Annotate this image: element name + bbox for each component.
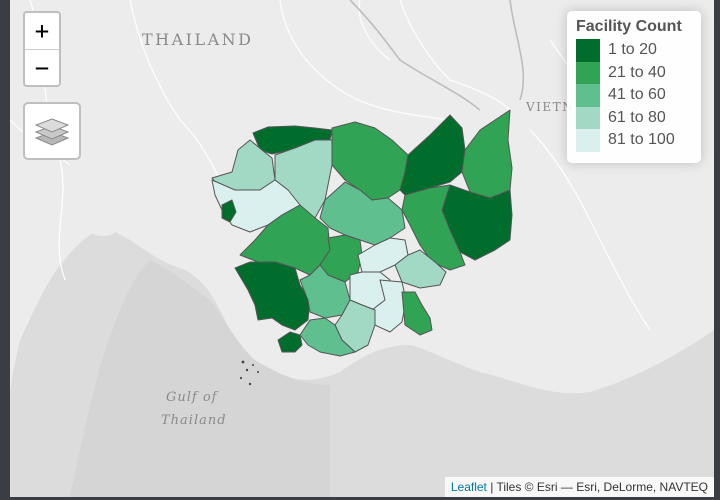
province-tbong-khmum[interactable]	[394, 249, 447, 289]
province-kep-sihanoukville[interactable]	[277, 331, 303, 353]
zoom-control: + −	[23, 11, 61, 87]
legend-item: 41 to 60	[576, 84, 692, 107]
legend-label: 61 to 80	[608, 108, 666, 126]
province-koh-kong[interactable]	[234, 261, 311, 331]
legend-item: 1 to 20	[576, 39, 692, 62]
province-ratanakiri[interactable]	[461, 109, 513, 199]
zoom-in-button[interactable]: +	[25, 13, 59, 50]
province-layer[interactable]	[211, 109, 513, 357]
basemap	[10, 0, 714, 497]
zoom-out-button[interactable]: −	[34, 54, 50, 82]
label-gulf-line1: Gulf of	[166, 390, 218, 405]
legend-item: 61 to 80	[576, 106, 692, 129]
label-gulf-line2: Thailand	[161, 413, 227, 428]
legend-swatch	[576, 39, 600, 62]
coastal-islands	[239, 360, 259, 386]
legend-label: 1 to 20	[608, 41, 657, 59]
legend-item: 21 to 40	[576, 61, 692, 84]
attribution: Leaflet | Tiles © Esri — Esri, DeLorme, …	[444, 477, 714, 497]
leaflet-link[interactable]: Leaflet	[450, 480, 487, 494]
legend-label: 21 to 40	[608, 63, 666, 81]
coast-west	[75, 182, 126, 237]
layers-icon	[34, 118, 70, 146]
province-svay-rieng[interactable]	[401, 291, 433, 336]
label-thailand: THAILAND	[142, 30, 254, 49]
province-stung-treng[interactable]	[399, 114, 466, 196]
province-pailin[interactable]	[221, 199, 237, 223]
province-kratie[interactable]	[401, 184, 466, 271]
legend: Facility Count 1 to 20 21 to 40 41 to 60 61…	[567, 11, 701, 163]
label-vietnam: VIETN	[526, 100, 575, 114]
province-prey-veng[interactable]	[371, 279, 407, 333]
attribution-text: | Tiles © Esri — Esri, DeLorme, NAVTEQ	[486, 480, 708, 494]
province-kampong-thom[interactable]	[319, 181, 406, 246]
layers-button[interactable]	[23, 102, 81, 160]
country-borders	[349, 0, 525, 111]
legend-swatch	[576, 61, 600, 84]
legend-swatch	[576, 84, 600, 107]
gulf-water	[70, 260, 330, 497]
province-kampot[interactable]	[299, 317, 356, 357]
legend-swatch	[576, 129, 600, 152]
legend-label: 81 to 100	[608, 131, 675, 149]
legend-swatch	[576, 106, 600, 129]
legend-item: 81 to 100	[576, 129, 692, 152]
legend-title: Facility Count	[576, 18, 682, 35]
map-container[interactable]: THAILAND VIETN Gulf of Thailand + − Faci…	[10, 0, 714, 497]
legend-label: 41 to 60	[608, 86, 666, 104]
